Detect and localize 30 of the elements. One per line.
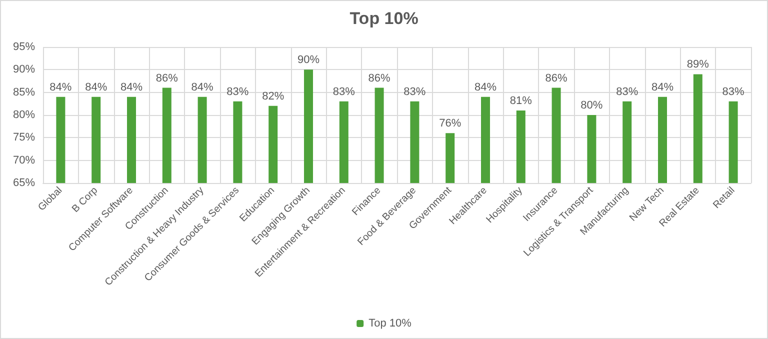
data-label: 83% xyxy=(616,86,638,98)
y-tick-label: 80% xyxy=(12,109,36,121)
data-label: 83% xyxy=(226,86,249,98)
data-label: 84% xyxy=(85,81,108,94)
data-label: 84% xyxy=(120,81,143,94)
data-label: 84% xyxy=(474,81,497,94)
y-tick-label: 90% xyxy=(12,64,36,76)
chart-title: Top 10% xyxy=(350,9,418,28)
y-tick-label: 65% xyxy=(12,177,36,189)
data-label: 76% xyxy=(439,118,462,130)
data-label: 86% xyxy=(545,72,568,84)
data-label: 83% xyxy=(722,86,745,98)
data-label: 80% xyxy=(580,100,603,112)
data-label: 81% xyxy=(510,94,532,107)
y-tick-label: 75% xyxy=(12,132,36,144)
data-label: 84% xyxy=(191,81,214,94)
legend-label: Top 10% xyxy=(368,318,412,330)
data-label: 89% xyxy=(686,58,710,71)
y-tick-label: 95% xyxy=(12,41,36,53)
x-tick-label: B Corp xyxy=(70,184,100,215)
data-label: 86% xyxy=(156,72,178,84)
data-label: 83% xyxy=(332,86,356,98)
data-label: 82% xyxy=(262,90,284,102)
data-label: 84% xyxy=(50,81,72,94)
y-tick-label: 85% xyxy=(12,86,36,98)
data-label: 83% xyxy=(404,86,426,98)
data-label: 86% xyxy=(368,72,391,84)
data-label: 84% xyxy=(651,81,674,94)
data-label: 90% xyxy=(297,54,320,66)
y-tick-label: 70% xyxy=(12,154,36,166)
